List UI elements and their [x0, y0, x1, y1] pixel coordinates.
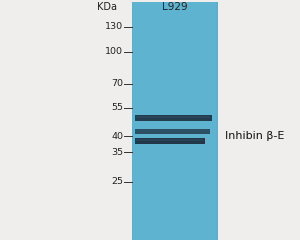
Bar [136, 130, 209, 131]
Text: 35: 35 [111, 148, 123, 157]
Text: 25: 25 [111, 177, 123, 186]
Text: L929: L929 [162, 2, 188, 12]
Bar [135, 129, 211, 134]
Bar [135, 115, 212, 121]
Bar [135, 138, 205, 144]
Bar [132, 2, 218, 240]
Text: KDa: KDa [97, 2, 117, 12]
Text: 40: 40 [111, 132, 123, 141]
Text: 70: 70 [111, 79, 123, 88]
Text: Inhibin β-E: Inhibin β-E [225, 131, 285, 141]
Text: 100: 100 [105, 47, 123, 56]
Bar [136, 116, 211, 118]
Text: 130: 130 [105, 22, 123, 31]
Bar [134, 2, 216, 240]
Text: 55: 55 [111, 103, 123, 112]
Bar [136, 139, 203, 141]
